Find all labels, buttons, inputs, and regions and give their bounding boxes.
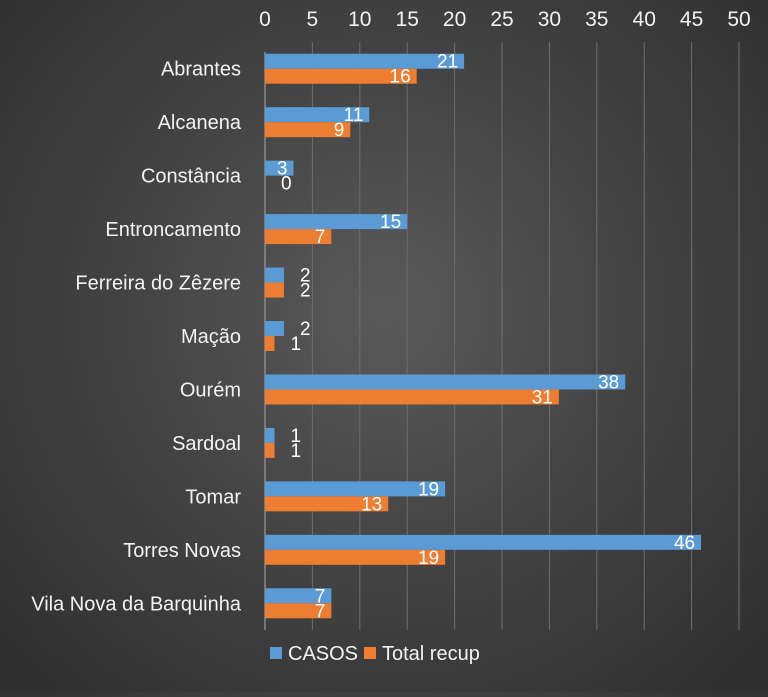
data-label: 1 <box>290 426 301 447</box>
category-label: Ferreira do Zêzere <box>75 273 241 295</box>
bar-total-recup <box>265 603 332 619</box>
legend-swatch <box>364 647 376 659</box>
x-axis-tick-labels: 0 5 10 15 20 25 30 35 40 45 50 <box>259 8 751 31</box>
legend: CASOS Total recup <box>270 643 480 665</box>
category-label: Vila Nova da Barquinha <box>31 593 242 615</box>
x-tick-label: 45 <box>680 8 703 31</box>
data-label: 38 <box>598 372 619 393</box>
bar-total-recup <box>265 389 559 405</box>
bar-casos <box>265 107 370 123</box>
data-label: 1 <box>290 441 301 462</box>
bar-total-recup <box>265 229 332 245</box>
bar-total-recup <box>265 68 417 84</box>
data-label: 2 <box>300 281 311 302</box>
data-label: 0 <box>281 174 292 195</box>
data-label: 19 <box>418 479 439 500</box>
x-tick-label: 20 <box>443 8 466 31</box>
data-label: 2 <box>300 319 311 340</box>
bar-total-recup <box>265 496 389 512</box>
category-labels: Abrantes Alcanena Constância Entroncamento F… <box>31 59 242 616</box>
bar-casos <box>265 53 465 69</box>
x-tick-label: 15 <box>396 8 419 31</box>
bar-total-recup <box>265 549 446 565</box>
bar-total-recup <box>265 336 275 351</box>
x-tick-label: 0 <box>259 8 271 31</box>
x-tick-label: 5 <box>307 8 319 31</box>
bars <box>265 53 702 619</box>
data-label: 15 <box>380 212 401 233</box>
data-label: 21 <box>437 52 458 73</box>
category-label: Entroncamento <box>105 219 241 241</box>
bar-casos <box>265 267 284 283</box>
data-label: 3 <box>277 159 288 180</box>
x-tick-label: 40 <box>633 8 656 31</box>
category-label: Torres Novas <box>123 540 241 562</box>
bar-casos <box>265 214 408 230</box>
category-label: Mação <box>181 326 241 348</box>
data-label: 11 <box>344 105 364 126</box>
data-label: 19 <box>418 548 439 569</box>
x-tick-label: 25 <box>490 8 513 31</box>
bar-casos <box>265 160 294 176</box>
x-tick-label: 35 <box>585 8 608 31</box>
legend-label: CASOS <box>288 643 358 665</box>
data-label: 7 <box>315 586 326 607</box>
category-label: Alcanena <box>158 112 242 134</box>
category-label: Abrantes <box>161 59 241 81</box>
category-label: Ourém <box>180 379 241 401</box>
data-label: 1 <box>290 334 301 355</box>
bar-casos <box>265 588 332 604</box>
bar-total-recup <box>265 122 351 138</box>
x-tick-label: 50 <box>727 8 750 31</box>
category-label: Constância <box>141 166 242 188</box>
bar-casos <box>265 427 275 443</box>
data-label: 7 <box>315 601 326 622</box>
bar-casos <box>265 481 446 497</box>
data-label: 16 <box>390 67 411 88</box>
data-label: 31 <box>532 387 553 408</box>
data-label: 7 <box>315 227 326 248</box>
data-label: 2 <box>300 266 311 287</box>
bar-casos <box>265 374 626 390</box>
bar-total-recup <box>265 282 284 298</box>
x-tick-label: 30 <box>538 8 561 31</box>
legend-swatch <box>270 647 282 659</box>
data-label: 46 <box>674 533 695 554</box>
bar-casos <box>265 321 284 336</box>
gridlines <box>311 42 740 630</box>
x-tick-label: 10 <box>348 8 371 31</box>
legend-label: Total recup <box>382 643 480 665</box>
bar-total-recup <box>265 442 275 458</box>
bar-casos <box>265 534 702 550</box>
category-label: Tomar <box>185 486 241 508</box>
data-label: 13 <box>361 494 382 515</box>
category-label: Sardoal <box>172 433 241 455</box>
data-label: 9 <box>334 120 345 141</box>
